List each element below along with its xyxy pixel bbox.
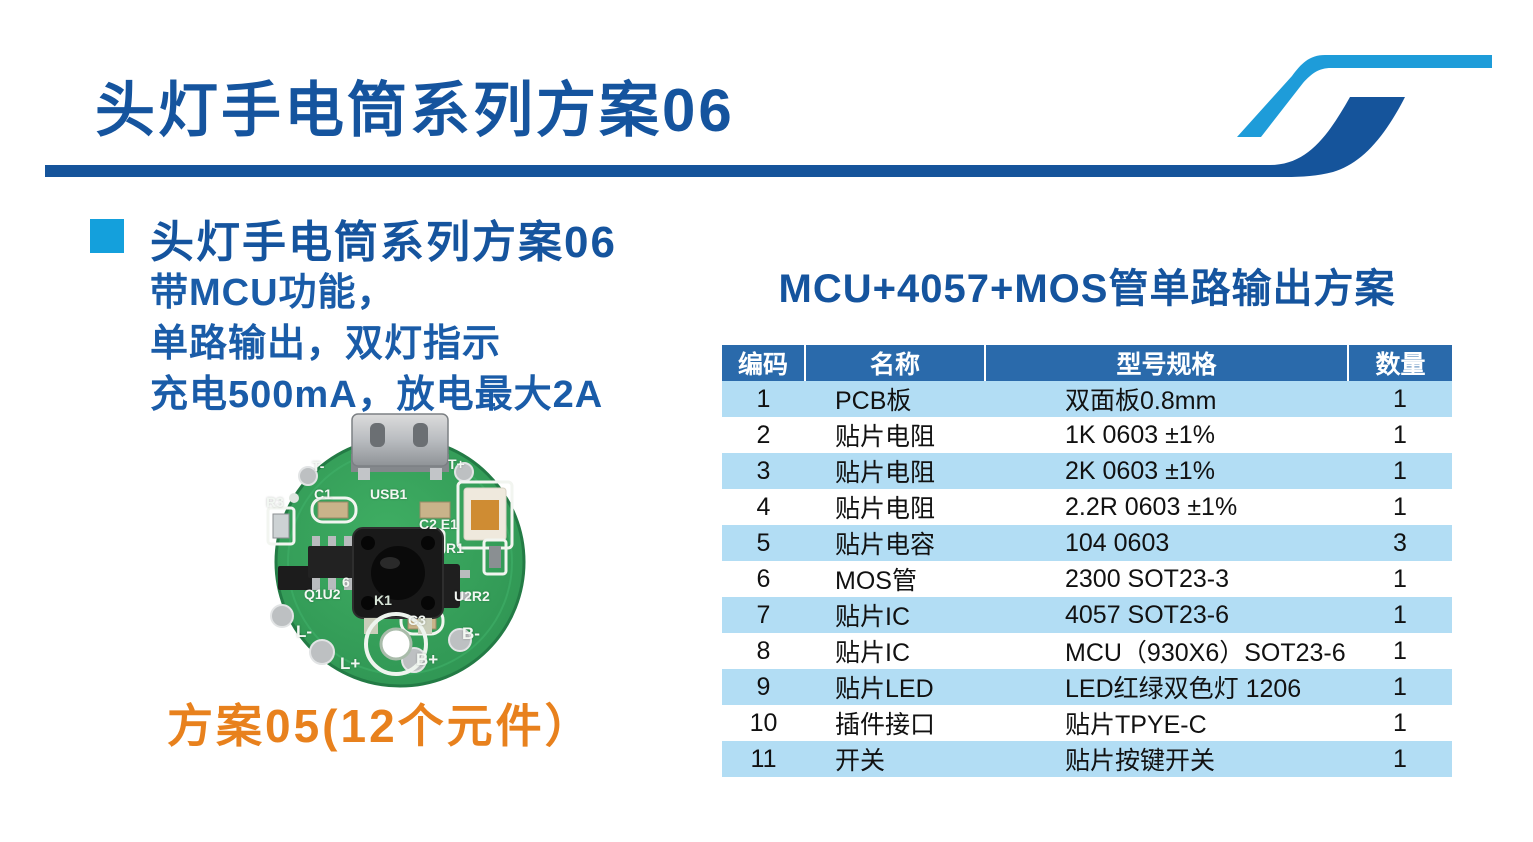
feature-line-2: 单路输出，双灯指示 [150, 323, 502, 365]
table-row: 3 贴片电阻 2K 0603 ±1% 1 [722, 453, 1452, 489]
feature-line-1: 带MCU功能， [150, 272, 396, 314]
table-cell: 3 [756, 456, 771, 485]
pcb-label: R1 [446, 540, 464, 556]
pcb-label: K1 [374, 592, 392, 608]
table-header-row: 编码 名称 型号规格 数量 [722, 345, 1452, 381]
tactile-switch [352, 527, 444, 634]
pcb-label: L- [296, 622, 313, 641]
pcb-label: R3 [266, 494, 284, 510]
feature-description: 带MCU功能， 单路输出，双灯指示 充电500mA，放电最大2A [150, 268, 603, 421]
table-row: 8 贴片IC MCU（930X6）SOT23-6 1 [722, 633, 1452, 669]
header-name: 名称 [804, 345, 985, 381]
table-row: 2 贴片电阻 1K 0603 ±1% 1 [722, 417, 1452, 453]
table-cell: 1 [1393, 672, 1407, 701]
pcb-photo: T- T+ USB1 C1 R3 C2 E1 R1 Q1U2 6 K1 U2R2… [252, 410, 548, 692]
table-cell: 8 [756, 636, 771, 665]
header-code: 编码 [722, 345, 805, 381]
table-cell: 2300 SOT23-3 [1065, 564, 1229, 593]
table-cell: 贴片TPYE-C [1065, 711, 1207, 739]
logo-and-divider [45, 55, 1492, 177]
table-cell: 1 [756, 384, 771, 413]
section-heading: 头灯手电筒系列方案06 [150, 218, 617, 267]
pcb-label: T+ [448, 456, 465, 472]
table-cell: 1 [1393, 600, 1407, 629]
table-row: 5 贴片电容 104 0603 3 [722, 525, 1452, 561]
pcb-label: B- [462, 624, 480, 643]
table-cell: MOS管 [835, 567, 917, 595]
table-cell: 1 [1393, 744, 1407, 773]
table-cell: 1 [1393, 636, 1407, 665]
table-row: 1 PCB板 双面板0.8mm 1 [722, 381, 1452, 417]
table-cell: 1 [1393, 564, 1407, 593]
bom-table-body: 1 PCB板 双面板0.8mm 1 2 贴片电阻 1K 0603 ±1% 1 3 贴片电阻 2K 0… [722, 381, 1452, 777]
table-cell: 104 0603 [1065, 528, 1170, 557]
table-cell: 1 [1393, 384, 1407, 413]
mounting-hole [364, 612, 428, 676]
bom-table: 编码 名称 型号规格 数量 1 PCB板 双面板0.8mm 1 2 贴片电阻 1K 0603… [722, 345, 1452, 777]
table-row: 9 贴片LED LED红绿双色灯 1206 1 [722, 669, 1452, 705]
pcb-label: B+ [416, 650, 439, 669]
section-bullet-icon [90, 219, 124, 253]
table-cell: 1 [1393, 420, 1407, 449]
pcb-label: 6 [342, 574, 350, 590]
pcb-label: USB1 [370, 486, 408, 502]
table-row: 4 贴片电阻 2.2R 0603 ±1% 1 [722, 489, 1452, 525]
pcb-board-drawing [266, 413, 526, 688]
table-cell: 贴片电容 [835, 531, 936, 559]
table-cell: 4 [756, 492, 771, 521]
table-cell: 贴片IC [835, 603, 911, 631]
table-cell: 6 [756, 564, 771, 593]
table-row: 6 MOS管 2300 SOT23-3 1 [722, 561, 1452, 597]
table-cell: 7 [756, 600, 771, 629]
table-cell: 贴片电阻 [835, 495, 936, 523]
table-cell: 11 [750, 744, 777, 773]
table-row: 11 开关 贴片按键开关 1 [722, 741, 1452, 777]
table-cell: 2K 0603 ±1% [1065, 456, 1215, 485]
header-qty: 数量 [1347, 345, 1452, 381]
table-cell: 3 [1393, 528, 1407, 557]
micro-usb-connector [351, 413, 449, 480]
table-cell: 9 [756, 672, 771, 701]
table-cell: 贴片IC [835, 639, 911, 667]
table-row: 10 插件接口 贴片TPYE-C 1 [722, 705, 1452, 741]
table-cell: 1 [1393, 456, 1407, 485]
pcb-label: C2 E1 [419, 516, 458, 532]
table-cell: 贴片电阻 [835, 423, 936, 451]
table-cell: PCB板 [835, 387, 912, 415]
feature-line-3: 充电500mA，放电最大2A [150, 374, 604, 416]
solution-caption: 方案05(12个元件） [167, 700, 594, 752]
pcb-label: T- [312, 458, 325, 474]
table-cell: 贴片按键开关 [1065, 747, 1216, 775]
pcb-label: U2R2 [454, 588, 490, 604]
logo-swoosh-light-icon [1237, 55, 1492, 137]
solder-pads [270, 462, 474, 673]
table-cell: 5 [756, 528, 771, 557]
header-spec: 型号规格 [984, 345, 1348, 381]
table-cell: 2 [756, 420, 771, 449]
table-cell: 4057 SOT23-6 [1065, 600, 1229, 629]
logo-swoosh-dark-and-rule-icon [45, 97, 1405, 177]
table-cell: 10 [749, 708, 778, 737]
pcb-label: Q1U2 [304, 586, 341, 602]
table-row: 7 贴片IC 4057 SOT23-6 1 [722, 597, 1452, 633]
table-cell: 1 [1393, 492, 1407, 521]
table-cell: 1K 0603 ±1% [1065, 420, 1215, 449]
pcb-label: C1 [314, 486, 332, 502]
pcb-label: C3 [408, 612, 426, 628]
table-cell: 贴片LED [835, 675, 934, 703]
table-cell: 开关 [835, 747, 886, 775]
table-cell: 双面板0.8mm [1065, 387, 1217, 415]
table-cell: 插件接口 [835, 711, 936, 739]
table-cell: LED红绿双色灯 1206 [1065, 675, 1302, 703]
table-title: MCU+4057+MOS管单路输出方案 [778, 267, 1396, 311]
bicolor-led [456, 480, 514, 550]
bom-table-container: 编码 名称 型号规格 数量 1 PCB板 双面板0.8mm 1 2 贴片电阻 1K 0603… [722, 345, 1452, 777]
table-cell: 1 [1393, 708, 1407, 737]
table-cell: 2.2R 0603 ±1% [1065, 492, 1238, 521]
pcb-label: L+ [340, 654, 361, 673]
page-title: 头灯手电筒系列方案06 [95, 77, 735, 144]
table-cell: 贴片电阻 [835, 459, 936, 487]
table-cell: MCU（930X6）SOT23-6 [1065, 639, 1346, 667]
